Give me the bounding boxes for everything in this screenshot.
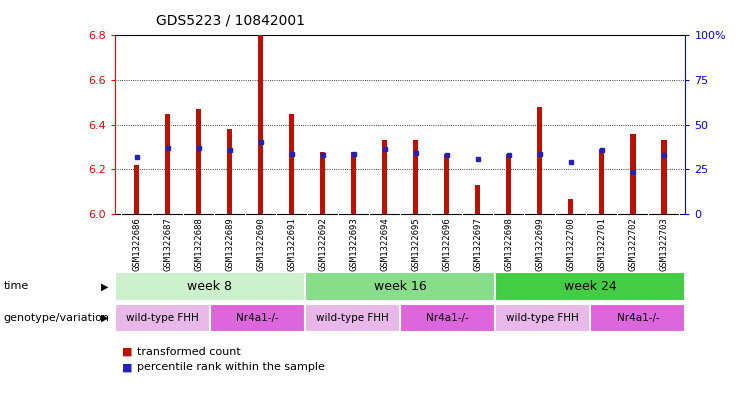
Bar (400, 304, 495, 332)
Text: ▶: ▶ (101, 281, 108, 292)
Text: GSM1322697: GSM1322697 (473, 217, 482, 271)
Text: Nr4a1-/-: Nr4a1-/- (236, 313, 279, 323)
Text: GSM1322696: GSM1322696 (442, 217, 451, 271)
Bar (210, 304, 305, 332)
Bar (382, 140, 388, 214)
Text: GSM1322692: GSM1322692 (318, 217, 327, 271)
Bar (475, 185, 480, 214)
Text: transformed count: transformed count (137, 347, 241, 357)
Text: GSM1322691: GSM1322691 (287, 217, 296, 271)
Bar (165, 114, 170, 214)
Bar (495, 272, 685, 301)
Bar (537, 107, 542, 214)
Text: genotype/variation: genotype/variation (4, 313, 110, 323)
Bar (227, 129, 233, 214)
Text: GSM1322693: GSM1322693 (349, 217, 358, 271)
Bar (320, 152, 325, 214)
Bar (630, 134, 636, 214)
Text: wild-type FHH: wild-type FHH (506, 313, 579, 323)
Text: GSM1322690: GSM1322690 (256, 217, 265, 271)
Text: week 24: week 24 (564, 280, 617, 293)
Text: ▶: ▶ (101, 313, 108, 323)
Text: week 8: week 8 (187, 280, 233, 293)
Text: wild-type FHH: wild-type FHH (316, 313, 389, 323)
Text: ■: ■ (122, 362, 133, 373)
Bar (305, 272, 495, 301)
Text: GDS5223 / 10842001: GDS5223 / 10842001 (156, 14, 305, 28)
Bar (495, 304, 591, 332)
Text: GSM1322689: GSM1322689 (225, 217, 234, 271)
Text: GSM1322699: GSM1322699 (535, 217, 544, 271)
Bar (506, 154, 511, 214)
Text: GSM1322694: GSM1322694 (380, 217, 389, 271)
Text: GSM1322700: GSM1322700 (566, 217, 575, 271)
Text: wild-type FHH: wild-type FHH (126, 313, 199, 323)
Text: GSM1322703: GSM1322703 (659, 217, 668, 271)
Text: GSM1322702: GSM1322702 (628, 217, 637, 271)
Text: week 16: week 16 (373, 280, 427, 293)
Bar (134, 165, 139, 214)
Bar (115, 304, 210, 332)
Bar (196, 109, 202, 214)
Bar (413, 140, 419, 214)
Text: ■: ■ (122, 347, 133, 357)
Text: GSM1322701: GSM1322701 (597, 217, 606, 271)
Bar (115, 272, 305, 301)
Text: GSM1322698: GSM1322698 (504, 217, 514, 271)
Text: percentile rank within the sample: percentile rank within the sample (137, 362, 325, 373)
Bar (599, 149, 605, 214)
Bar (289, 114, 294, 214)
Text: Nr4a1-/-: Nr4a1-/- (617, 313, 659, 323)
Bar (568, 198, 574, 214)
Bar (661, 140, 666, 214)
Bar (591, 304, 685, 332)
Text: time: time (4, 281, 29, 292)
Text: GSM1322688: GSM1322688 (194, 217, 203, 271)
Bar (258, 35, 263, 214)
Text: GSM1322686: GSM1322686 (132, 217, 141, 271)
Text: GSM1322687: GSM1322687 (163, 217, 172, 271)
Text: Nr4a1-/-: Nr4a1-/- (426, 313, 469, 323)
Bar (444, 154, 450, 214)
Bar (305, 304, 400, 332)
Bar (350, 152, 356, 214)
Text: GSM1322695: GSM1322695 (411, 217, 420, 271)
